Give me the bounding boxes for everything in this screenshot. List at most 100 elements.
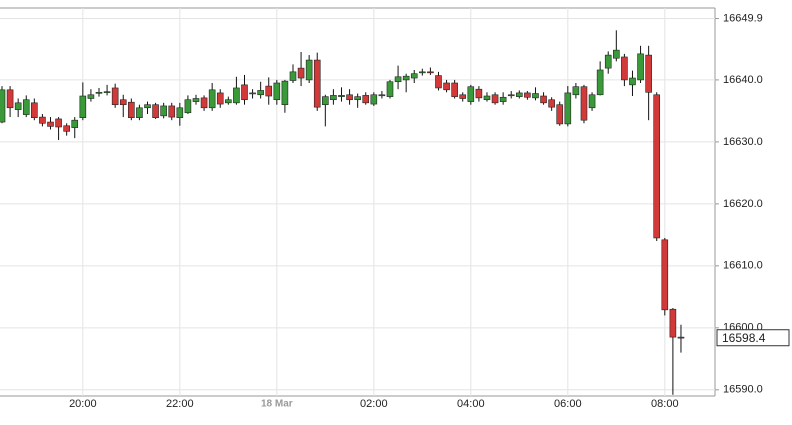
candle-body xyxy=(216,92,224,105)
candle-body xyxy=(645,54,652,93)
candle-body xyxy=(249,92,256,95)
candle-body xyxy=(524,92,531,98)
candle-body xyxy=(31,102,38,119)
candle-body xyxy=(669,308,677,338)
candle-body xyxy=(661,239,669,311)
candle-body xyxy=(136,107,143,119)
candle-body xyxy=(39,116,46,124)
candle-body xyxy=(354,96,361,101)
candle-body xyxy=(6,89,14,109)
candle-body xyxy=(580,86,588,121)
candle-body xyxy=(152,104,159,119)
candle-body xyxy=(613,49,620,59)
candle-body xyxy=(419,71,426,74)
candle-body xyxy=(394,76,402,83)
last-price-label: 16598.4 xyxy=(722,331,766,345)
y-tick-label: 16640.0 xyxy=(723,74,763,86)
y-tick-label: 16590.0 xyxy=(723,384,763,396)
candle-body xyxy=(653,94,661,239)
candle-body xyxy=(192,98,200,102)
candle-body xyxy=(427,71,434,74)
candle-body xyxy=(71,119,79,128)
candle-body xyxy=(516,92,523,97)
candle-body xyxy=(677,336,685,339)
y-tick-label: 16620.0 xyxy=(723,198,763,210)
candle-body xyxy=(475,88,483,99)
candle-body xyxy=(532,93,539,99)
candle-body xyxy=(0,89,6,123)
candle-body xyxy=(362,95,370,104)
candle-body xyxy=(55,118,62,128)
last-price-box xyxy=(716,329,790,347)
candle-body xyxy=(128,101,135,119)
candle-body xyxy=(572,86,580,96)
candle-body xyxy=(370,94,378,105)
candle-body xyxy=(564,92,572,125)
candle-body xyxy=(338,95,345,97)
candle-body xyxy=(637,53,644,81)
candle-body xyxy=(556,104,564,125)
candle-body xyxy=(200,97,208,109)
x-tick-label: 20:00 xyxy=(69,398,97,410)
candle-body xyxy=(402,75,410,81)
candle-body xyxy=(548,99,555,108)
candle-body xyxy=(281,80,289,105)
candle-body xyxy=(507,94,515,97)
candle-body xyxy=(208,89,216,109)
candle-body xyxy=(63,125,70,132)
x-tick-label: 04:00 xyxy=(457,398,485,410)
x-tick-label: 02:00 xyxy=(360,398,388,410)
candle-body xyxy=(184,99,192,114)
x-tick-label: 06:00 xyxy=(554,398,582,410)
candle-body xyxy=(629,77,636,86)
candle-body xyxy=(14,102,22,110)
candle-body xyxy=(378,94,386,97)
candle-body xyxy=(491,94,499,104)
y-tick-label: 16610.0 xyxy=(723,260,763,272)
candle-body xyxy=(257,90,264,96)
y-tick-label: 16630.0 xyxy=(723,136,763,148)
candle-body xyxy=(467,86,475,102)
candle-body xyxy=(621,56,628,81)
candle-body xyxy=(119,99,127,105)
candle-body xyxy=(95,91,103,94)
candle-body xyxy=(79,95,87,119)
candle-body xyxy=(265,85,273,97)
candle-body xyxy=(289,71,297,81)
candle-body xyxy=(499,96,507,102)
candle-body xyxy=(435,75,442,89)
candle-body xyxy=(168,105,176,118)
candle-body xyxy=(410,73,418,79)
candle-body xyxy=(273,82,281,101)
candle-body xyxy=(451,82,458,97)
candle-body xyxy=(588,94,596,109)
candle-body xyxy=(483,95,491,101)
candle-body xyxy=(305,59,313,81)
candle-body xyxy=(111,87,119,105)
x-tick-label: 22:00 xyxy=(166,398,194,410)
candle-body xyxy=(225,99,232,104)
candle-body xyxy=(233,87,240,104)
candle-body xyxy=(346,94,353,101)
candle-body xyxy=(22,99,30,115)
candle-body xyxy=(160,105,167,117)
y-tick-label: 16649.9 xyxy=(723,12,763,24)
candle-body xyxy=(604,54,612,69)
candle-body xyxy=(241,84,248,101)
x-tick-label: 18 Mar xyxy=(261,399,293,410)
candle-body xyxy=(144,104,151,109)
candle-body xyxy=(47,121,54,127)
candle-body xyxy=(459,94,467,99)
candle-body xyxy=(540,95,547,104)
candle-body xyxy=(596,69,604,96)
candle-body xyxy=(176,107,184,119)
candle-body xyxy=(443,82,450,91)
candle-body xyxy=(103,91,111,93)
candle-body xyxy=(87,94,95,99)
candle-body xyxy=(330,95,337,101)
x-tick-label: 08:00 xyxy=(651,398,679,410)
candle-body xyxy=(297,67,305,79)
candle-body xyxy=(313,59,321,108)
candle-body xyxy=(322,96,329,105)
candle-body xyxy=(386,81,394,97)
